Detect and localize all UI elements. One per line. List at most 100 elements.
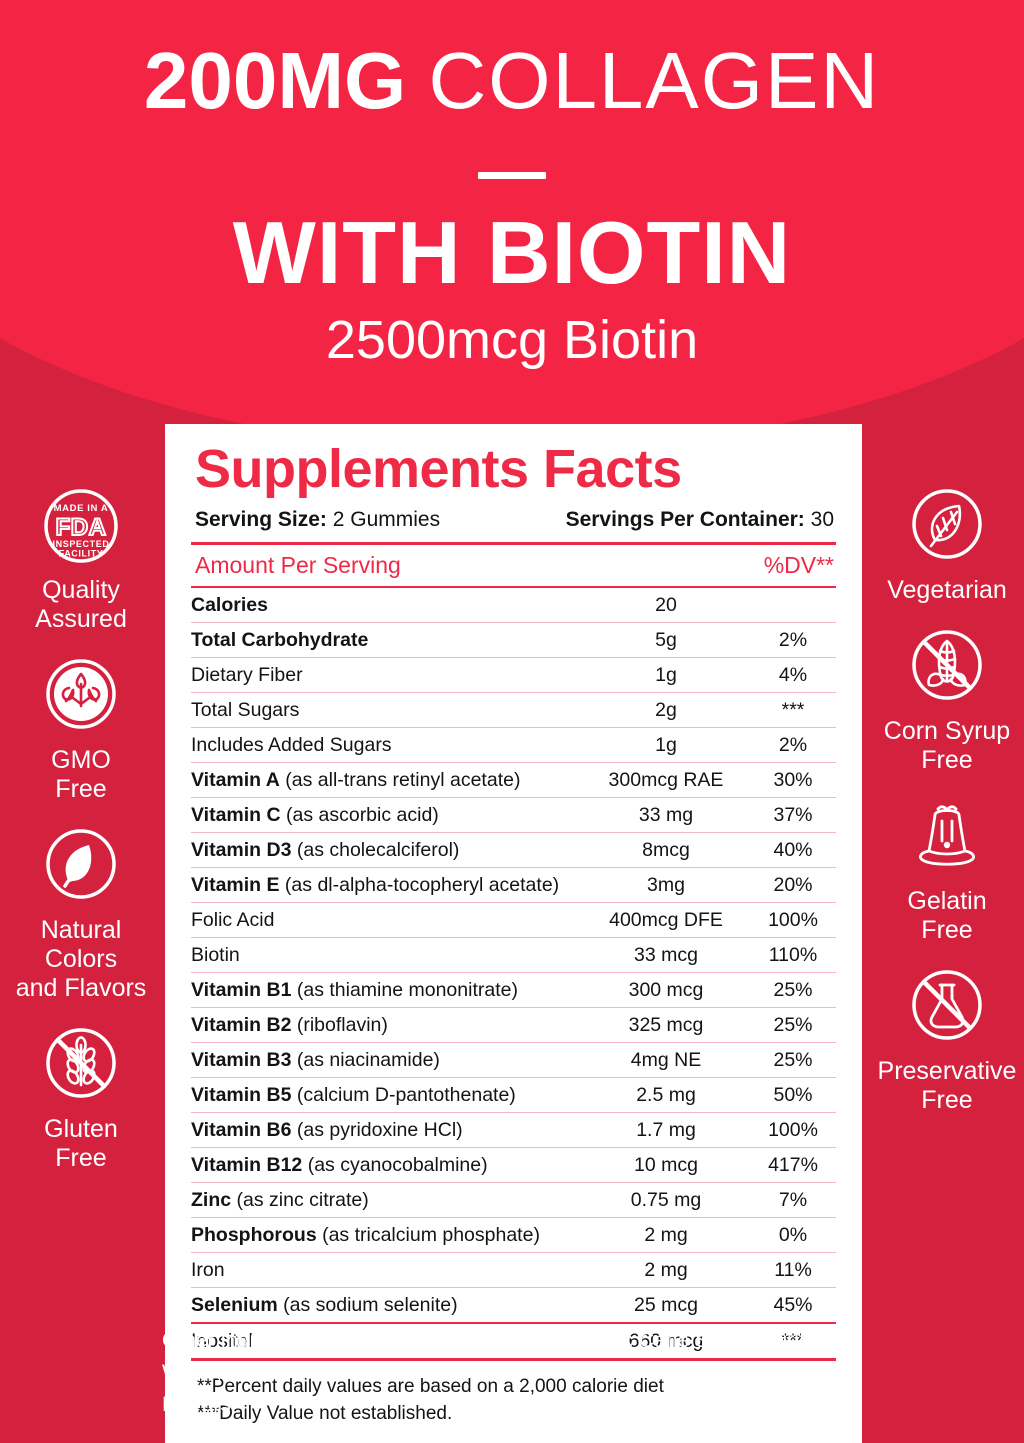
supplement-facts-title: Supplements Facts [195, 439, 682, 499]
nutrient-name-main: Zinc [191, 1188, 232, 1211]
jelly-mold-icon [905, 795, 989, 879]
nutrient-name-main: Vitamin B2 [191, 1013, 292, 1036]
nutrient-amount: 33 mg [582, 797, 750, 833]
svg-text:INSPECTED: INSPECTED [53, 539, 110, 549]
sprout-leaves-icon [39, 654, 123, 738]
table-row: Vitamin B6 (as pyridoxine HCl) 1.7 mg 100% [191, 1112, 836, 1148]
nutrient-name: Selenium (as sodium selenite) [191, 1287, 582, 1324]
nutrient-amount: 1g [582, 727, 750, 763]
table-row: Vitamin C (as ascorbic acid) 33 mg 37% [191, 797, 836, 833]
table-row: Vitamin D3 (as cholecalciferol) 8mcg 40% [191, 832, 836, 868]
nutrient-name: Calories [191, 588, 582, 623]
badge-label: GMO Free [51, 746, 111, 803]
badge-label: Quality Assured [35, 576, 127, 633]
nutrient-name-main: Vitamin B1 [191, 978, 292, 1001]
table-row: Vitamin B2 (riboflavin) 325 mcg 25% [191, 1007, 836, 1043]
nutrient-name-source: (as tricalcium phosphate) [316, 1223, 540, 1246]
nutrient-daily-value: 20% [750, 867, 836, 903]
nutrient-daily-value [750, 588, 836, 623]
nutrient-amount: 25 mcg [582, 1287, 750, 1324]
nutrient-name-main: Total Carbohydrate [191, 628, 369, 651]
nutrient-name-source: (as cholecalciferol) [291, 838, 460, 861]
nutrient-name-main: Vitamin A [191, 768, 280, 791]
no-wheat-icon [39, 1023, 123, 1107]
nutrient-name: Zinc (as zinc citrate) [191, 1182, 582, 1218]
nutrient-name-source: (as ascorbic acid) [280, 803, 439, 826]
table-row: Includes Added Sugars 1g 2% [191, 727, 836, 763]
headline-dosage-row: 200MG COLLAGEN [0, 38, 1024, 124]
badge-label: Gluten Free [44, 1115, 118, 1172]
nutrient-amount: 20 [582, 588, 750, 623]
servings-per-container: Servings Per Container: 30 [566, 508, 834, 532]
nutrient-amount: 5g [582, 622, 750, 658]
nutrient-name-source: (as all-trans retinyl acetate) [279, 768, 521, 791]
amount-per-serving-header: Amount Per Serving %DV** [191, 545, 836, 586]
badge-column-left: MADE IN A FDA INSPECTED FACILITY Quality… [6, 484, 156, 1193]
table-row: Folic Acid 400mcg DFE 100% [191, 902, 836, 938]
nutrient-daily-value: 45% [750, 1287, 836, 1324]
divider-top [191, 542, 836, 545]
nutrient-name: Vitamin B3 (as niacinamide) [191, 1042, 582, 1078]
nutrient-amount: 33 mcg [582, 937, 750, 973]
supplement-facts-panel: Supplements Facts Serving Size: 2 Gummie… [165, 424, 862, 1443]
nutrient-name-source: (riboflavin) [291, 1013, 388, 1036]
nutrient-name-main: Biotin [191, 943, 240, 966]
badge-column-right: Vegetarian Corn Syrup Free [872, 484, 1022, 1135]
servings-per-container-label: Servings Per Container: [565, 508, 805, 531]
nutrient-name: Vitamin B6 (as pyridoxine HCl) [191, 1112, 582, 1148]
nutrient-name-source: (as thiamine mononitrate) [291, 978, 518, 1001]
nutrient-name-main: Dietary Fiber [191, 663, 303, 686]
badge-gelatin-free: Gelatin Free [872, 795, 1022, 945]
nutrient-name: Vitamin B1 (as thiamine mononitrate) [191, 972, 582, 1008]
nutrient-name: Folic Acid [191, 902, 582, 938]
nutrient-amount: 2 mg [582, 1252, 750, 1288]
nutrient-daily-value: 110% [750, 937, 836, 973]
nutrient-daily-value: 40% [750, 832, 836, 868]
nutrient-daily-value: 25% [750, 1042, 836, 1078]
nutrient-name: Vitamin B5 (calcium D-pantothenate) [191, 1077, 582, 1113]
other-ingredients-text: Other Ingredients: Organic Tapioca Syrup… [162, 1329, 833, 1416]
badge-corn-syrup-free: Corn Syrup Free [872, 625, 1022, 775]
nutrient-name: Total Sugars [191, 692, 582, 728]
nutrient-daily-value: 11% [750, 1252, 836, 1288]
nutrient-amount: 2g [582, 692, 750, 728]
badge-natural-colors-and-flavors: Natural Colors and Flavors [6, 824, 156, 1003]
nutrient-name-source: (as niacinamide) [291, 1048, 440, 1071]
nutrient-daily-value: 2% [750, 622, 836, 658]
leaf-icon [39, 824, 123, 908]
nutrient-daily-value: 417% [750, 1147, 836, 1183]
servings-per-container-value: 30 [810, 508, 834, 531]
nutrient-name: Vitamin A (as all-trans retinyl acetate) [191, 762, 582, 798]
nutrient-name-source: (as dl-alpha-tocopheryl acetate) [279, 873, 560, 896]
table-row: Vitamin B3 (as niacinamide) 4mg NE 25% [191, 1042, 836, 1078]
nutrient-name: Includes Added Sugars [191, 727, 582, 763]
nutrient-name-main: Iron [191, 1258, 225, 1281]
badge-gluten-free: Gluten Free [6, 1023, 156, 1173]
nutrient-name-source: (calcium D-pantothenate) [291, 1083, 516, 1106]
badge-label: Natural Colors and Flavors [15, 916, 147, 1002]
nutrient-name: Total Carbohydrate [191, 622, 582, 658]
footnotes: **Percent daily values are based on a 2,… [191, 1361, 836, 1427]
nutrient-amount: 400mcg DFE [582, 902, 750, 938]
nutrient-name-main: Folic Acid [191, 908, 275, 931]
nutrient-name-main: Total Sugars [191, 698, 300, 721]
nutrient-name: Vitamin B12 (as cyanocobalmine) [191, 1147, 582, 1183]
nutrient-amount: 300 mcg [582, 972, 750, 1008]
nutrient-name-main: Vitamin B6 [191, 1118, 292, 1141]
nutrients-table: Calories 20 Total Carbohydrate 5g 2% Dietary … [191, 588, 836, 1361]
nutrient-daily-value: 4% [750, 657, 836, 693]
badge-label: Gelatin Free [907, 887, 987, 944]
nutrient-name-main: Includes Added Sugars [191, 733, 392, 756]
nutrient-amount: 2.5 mg [582, 1077, 750, 1113]
nutrient-name-source: (as cyanocobalmine) [302, 1153, 488, 1176]
badge-label: Corn Syrup Free [883, 717, 1011, 774]
product-header: 200MG COLLAGEN WITH BIOTIN 2500mcg Bioti… [0, 38, 1024, 375]
table-row: Selenium (as sodium selenite) 25 mcg 45% [191, 1287, 836, 1324]
table-row: Calories 20 [191, 588, 836, 623]
nutrient-daily-value: *** [750, 1323, 836, 1361]
serving-size: Serving Size: 2 Gummies [195, 508, 440, 532]
svg-text:MADE IN A: MADE IN A [54, 503, 109, 514]
no-flask-icon [905, 965, 989, 1049]
nutrient-daily-value: 7% [750, 1182, 836, 1218]
nutrient-name: Vitamin C (as ascorbic acid) [191, 797, 582, 833]
